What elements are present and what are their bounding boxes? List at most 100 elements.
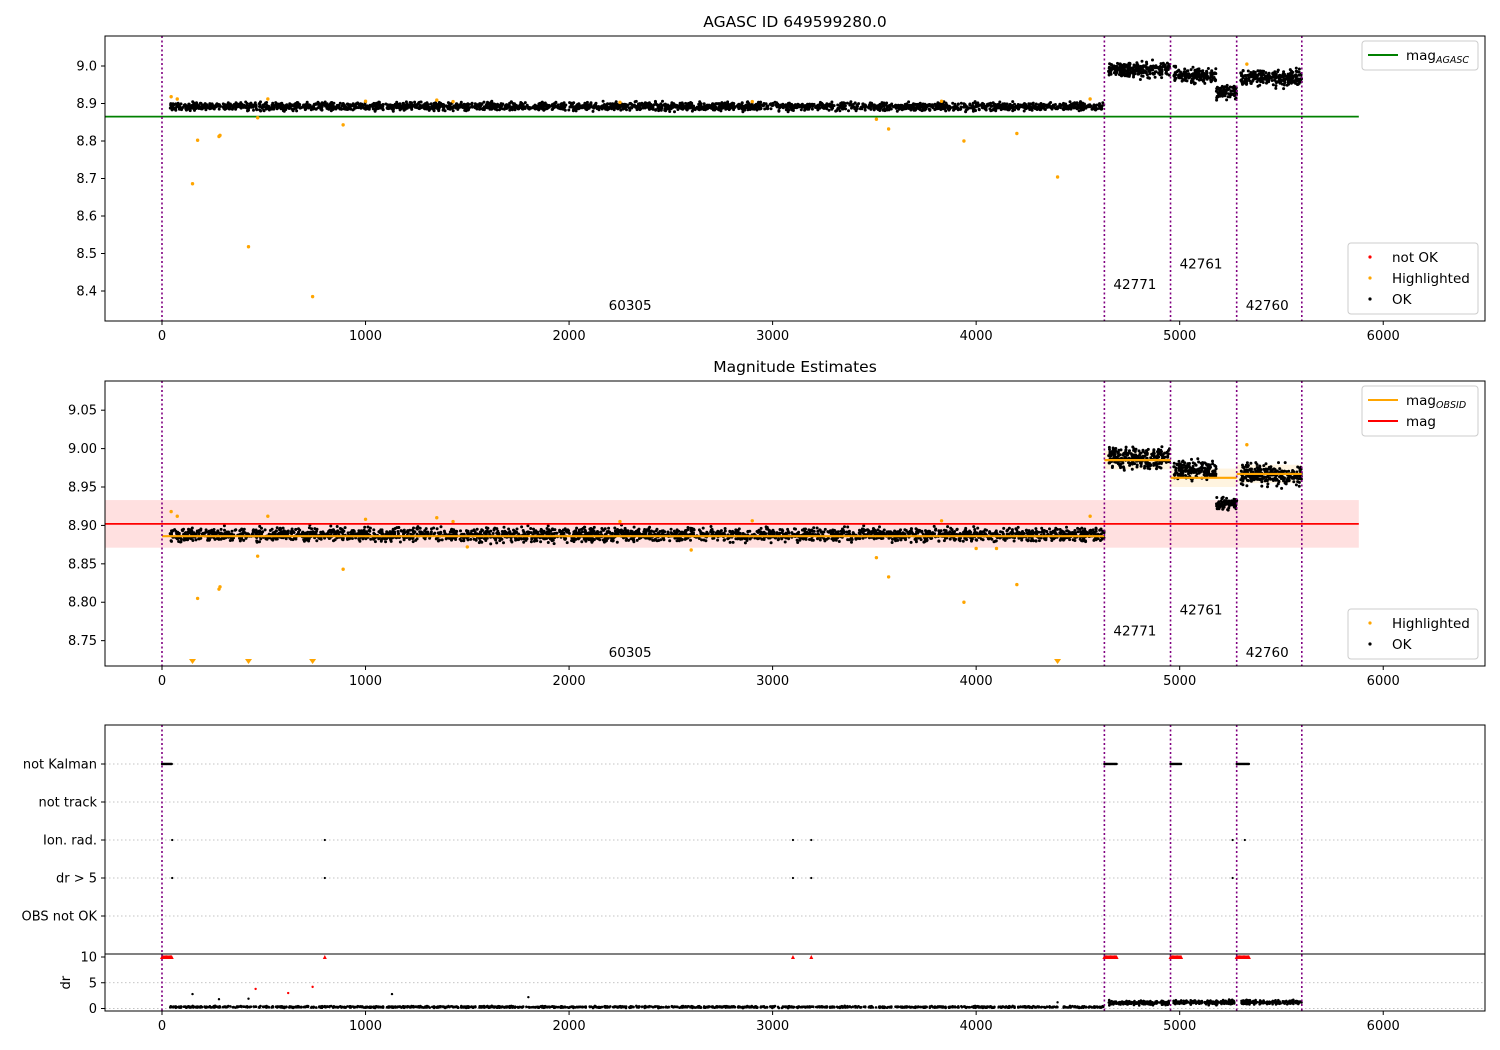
ok-point [654,537,657,541]
ok-point [963,102,967,106]
ok-point [1127,72,1131,76]
ok-point [360,105,364,109]
ok-point [1122,63,1126,66]
ok-point [806,106,810,110]
ok-point [737,527,741,531]
ok-point [228,102,232,106]
ok-point [568,101,572,105]
ok-point [225,105,229,109]
ok-point [315,539,319,543]
ok-point [1120,74,1124,78]
ok-point [1010,528,1014,532]
ok-point [1189,81,1193,85]
ok-point [169,103,173,107]
ok-point [321,531,324,535]
ok-point [1056,527,1059,531]
ok-point [817,103,821,107]
ok-point [601,99,605,103]
ok-point [563,104,567,108]
ok-point [1145,60,1148,64]
ok-point [568,105,572,109]
ok-point [1138,78,1142,81]
ok-point [1160,72,1164,76]
ok-point [612,105,616,109]
ok-point [818,538,822,542]
ok-point [446,105,449,109]
ok-point [970,105,974,108]
ok-point [507,104,511,108]
ok-point [1193,74,1197,78]
obsid-label: 42771 [1113,277,1156,293]
ok-point [1262,69,1266,73]
ok-point [1288,80,1292,84]
y-tick-label: 8.4 [76,285,97,300]
highlighted-point [939,99,944,103]
ok-point [212,104,216,108]
ok-point [843,101,847,105]
obsid-label: 42760 [1246,298,1289,314]
ok-point [1204,73,1208,77]
ok-point [203,103,207,106]
ok-point [1098,102,1101,106]
ok-point [1193,68,1197,72]
ok-point [184,104,188,107]
ok-point [1064,106,1068,110]
ok-point [1157,66,1161,70]
ok-point [762,104,765,108]
ok-point [366,525,370,529]
ok-point [1077,109,1081,113]
ok-point [637,107,641,111]
ok-point [607,526,611,530]
ok-point [928,108,932,112]
ok-point [701,526,705,530]
ok-point [1254,75,1258,78]
ok-point [632,104,636,108]
ok-point [615,540,619,544]
ok-point [1097,104,1101,108]
ok-point [623,106,627,110]
highlighted-point [435,98,439,102]
ok-point [1037,530,1041,534]
ok-point [1013,108,1017,112]
ok-point [507,527,511,531]
ok-point [1253,70,1257,74]
panel-title: AGASC ID 649599280.0 [703,13,887,31]
ok-point [432,109,436,113]
ok-point [777,109,781,113]
x-tick-label: 5000 [1163,329,1196,344]
ok-point [1150,66,1154,70]
ok-point [473,105,477,109]
ok-point [1196,72,1199,75]
ok-point [1122,66,1126,70]
ok-point [685,103,689,107]
highlighted-point [1088,97,1092,101]
ok-point [494,105,498,109]
ok-point [417,107,421,111]
ok-point [763,107,767,111]
ok-point [946,525,950,529]
ok-point [584,102,588,106]
ok-point [248,105,252,109]
ok-point [1158,69,1162,73]
ok-point [432,106,436,110]
highlighted-point [175,97,179,101]
ok-point [1159,62,1163,66]
ok-point [654,102,658,106]
ok-point [815,105,819,109]
ok-point [351,532,355,535]
ok-point [1244,79,1248,83]
highlighted-point [750,99,754,104]
ok-point [914,102,917,106]
ok-point [1180,79,1184,83]
ok-point [200,105,204,109]
ok-point [796,105,800,109]
ok-point [329,524,333,528]
ok-point [1282,74,1286,78]
ok-point [191,100,195,104]
ok-point [944,109,948,113]
ok-point [746,529,750,533]
ok-point [378,105,382,109]
highlighted-point [1055,175,1060,179]
ok-point [358,539,362,543]
ok-point [352,107,356,111]
